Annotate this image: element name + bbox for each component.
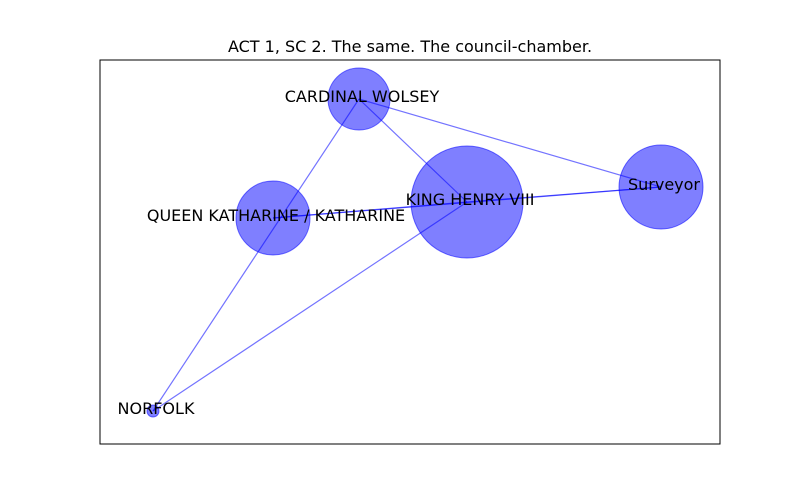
- node-queen-katharine: [235, 180, 311, 256]
- node-label-norfolk: NORFOLK: [118, 399, 195, 418]
- labels-layer: CARDINAL WOLSEY KING HENRY VIII Surveyor QU…: [118, 87, 701, 418]
- node-label-surveyor: Surveyor: [628, 175, 700, 194]
- nodes-layer: [146, 67, 704, 418]
- node-label-cardinal-wolsey: CARDINAL WOLSEY: [285, 87, 440, 106]
- node-surveyor: [618, 144, 704, 230]
- node-cardinal-wolsey: [327, 67, 391, 131]
- node-label-queen-katharine: QUEEN KATHARINE / KATHARINE: [147, 206, 405, 225]
- edge-king-henry-norfolk: [152, 201, 468, 412]
- edge-cardinal-wolsey-norfolk: [152, 98, 360, 412]
- node-label-king-henry: KING HENRY VIII: [406, 190, 535, 209]
- node-norfolk: [146, 404, 160, 418]
- chart-title: ACT 1, SC 2. The same. The council-chamb…: [228, 37, 592, 56]
- edge-cardinal-wolsey-surveyor: [358, 98, 662, 188]
- plot-frame: [99, 59, 721, 445]
- edges-layer: [152, 98, 662, 412]
- node-king-henry: [410, 145, 524, 259]
